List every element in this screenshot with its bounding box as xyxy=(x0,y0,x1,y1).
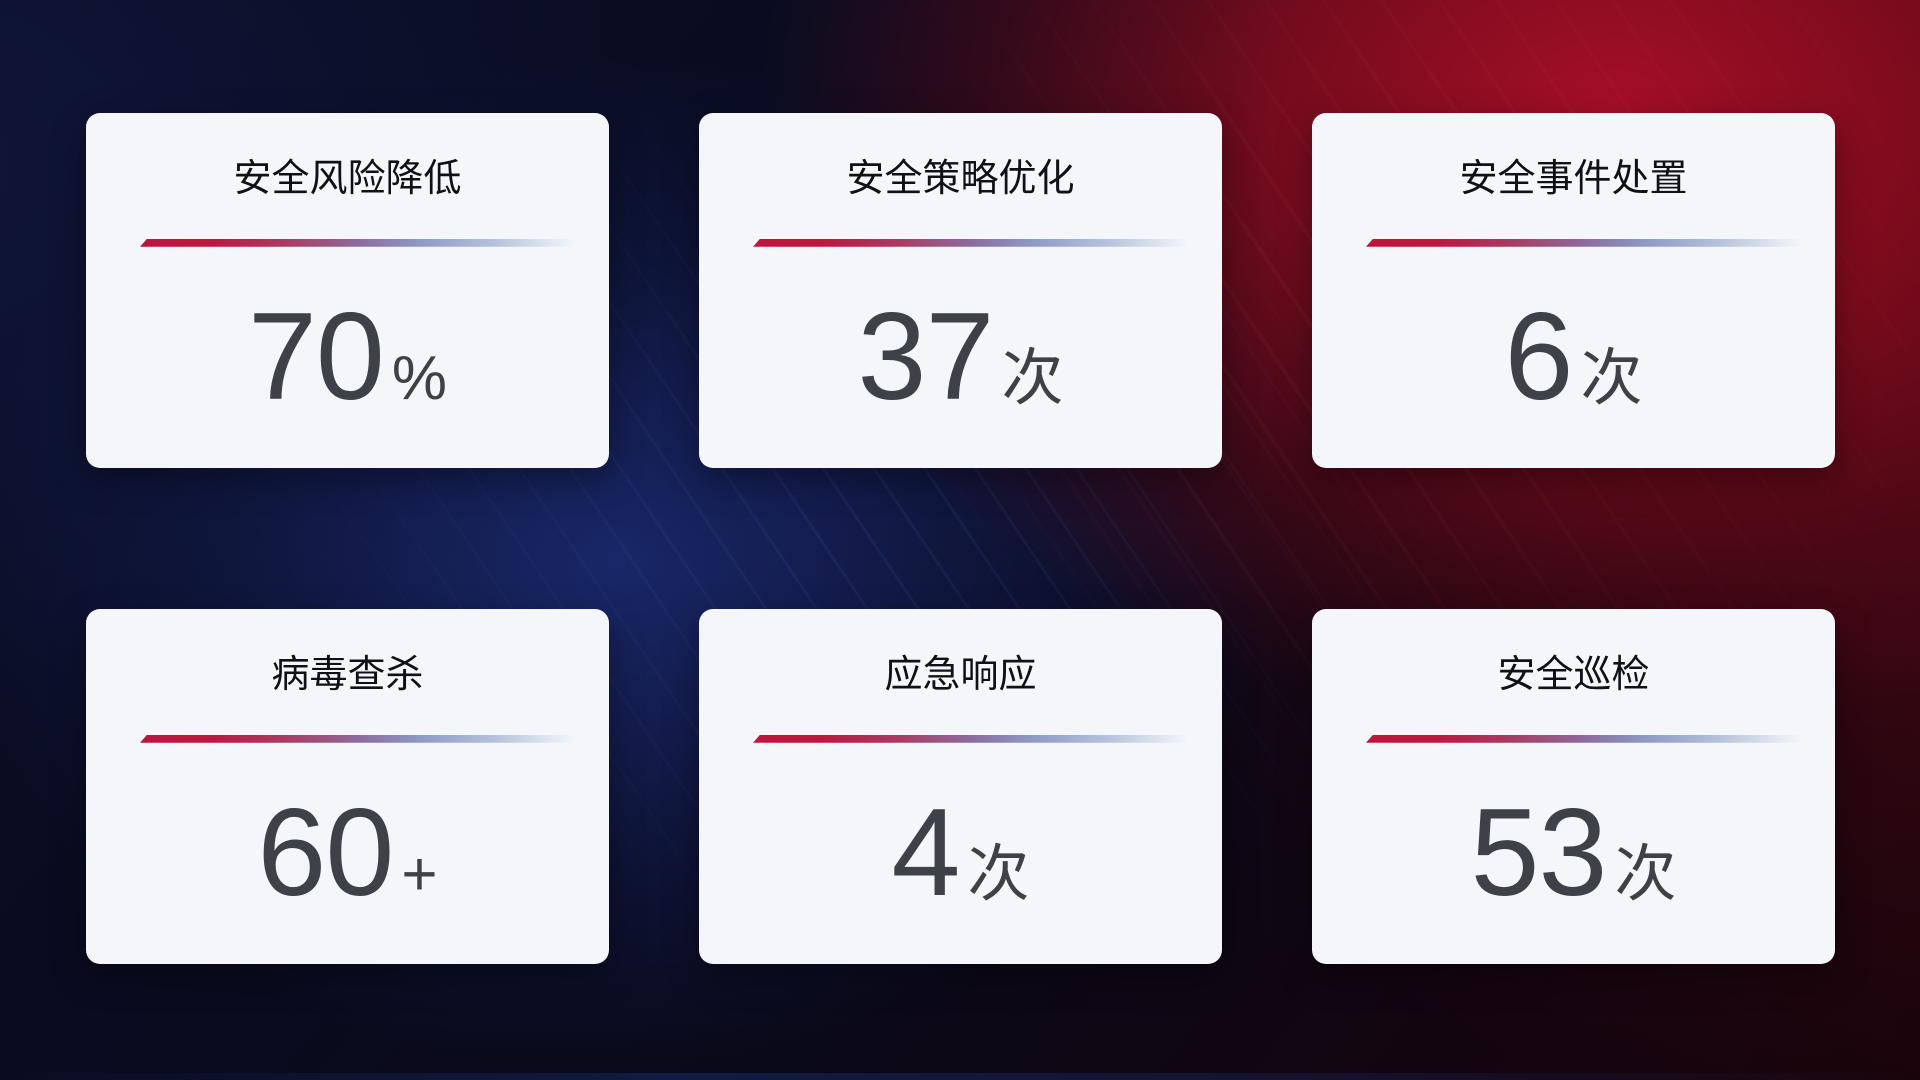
value-inner: 70 % xyxy=(248,295,447,419)
value-inner: 4 次 xyxy=(892,791,1030,915)
value-inner: 6 次 xyxy=(1505,295,1643,419)
stat-unit: 次 xyxy=(1580,344,1643,414)
stat-value: 4 xyxy=(891,784,961,923)
value-inner: 37 次 xyxy=(858,295,1064,419)
stat-unit: 次 xyxy=(1614,840,1677,910)
stat-card-policy-optimization: 安全策略优化 37 次 xyxy=(699,113,1222,468)
stat-unit: 次 xyxy=(967,840,1030,910)
card-divider xyxy=(140,734,593,743)
card-divider xyxy=(753,734,1206,743)
stat-card-title: 病毒查杀 xyxy=(271,654,424,696)
card-divider xyxy=(753,238,1206,247)
stat-value: 60 xyxy=(257,784,394,923)
card-value-row: 53 次 xyxy=(1312,743,1835,964)
card-divider xyxy=(1366,238,1819,247)
card-divider xyxy=(1366,734,1819,743)
stat-value: 6 xyxy=(1504,288,1574,427)
card-value-row: 70 % xyxy=(86,247,609,468)
card-value-row: 37 次 xyxy=(699,247,1222,468)
stat-card-title: 安全巡检 xyxy=(1497,654,1650,696)
stat-card-title: 应急响应 xyxy=(884,654,1037,696)
stat-value: 53 xyxy=(1470,784,1608,923)
value-inner: 53 次 xyxy=(1471,791,1677,915)
stat-value: 37 xyxy=(857,288,995,427)
card-value-row: 4 次 xyxy=(699,743,1222,964)
card-divider xyxy=(140,238,593,247)
stat-card-virus-scan: 病毒查杀 60 + xyxy=(86,609,609,964)
stats-grid: 安全风险降低 70 % 安全策略优化 37 次 安全事件处置 6 次 xyxy=(86,113,1835,964)
stat-unit: 次 xyxy=(1001,344,1064,414)
stat-card-incident-handling: 安全事件处置 6 次 xyxy=(1312,113,1835,468)
stat-card-title: 安全事件处置 xyxy=(1459,158,1688,200)
stat-card-security-inspection: 安全巡检 53 次 xyxy=(1312,609,1835,964)
stat-card-title: 安全策略优化 xyxy=(846,158,1075,200)
value-inner: 60 + xyxy=(257,791,437,915)
stat-unit: + xyxy=(401,840,438,910)
stat-unit: % xyxy=(391,344,448,414)
stat-card-emergency-response: 应急响应 4 次 xyxy=(699,609,1222,964)
card-value-row: 60 + xyxy=(86,743,609,964)
stat-value: 70 xyxy=(247,288,385,427)
card-value-row: 6 次 xyxy=(1312,247,1835,468)
stat-card-title: 安全风险降低 xyxy=(233,158,462,200)
stat-card-risk-reduction: 安全风险降低 70 % xyxy=(86,113,609,468)
bottom-edge-glow xyxy=(0,1073,1920,1080)
